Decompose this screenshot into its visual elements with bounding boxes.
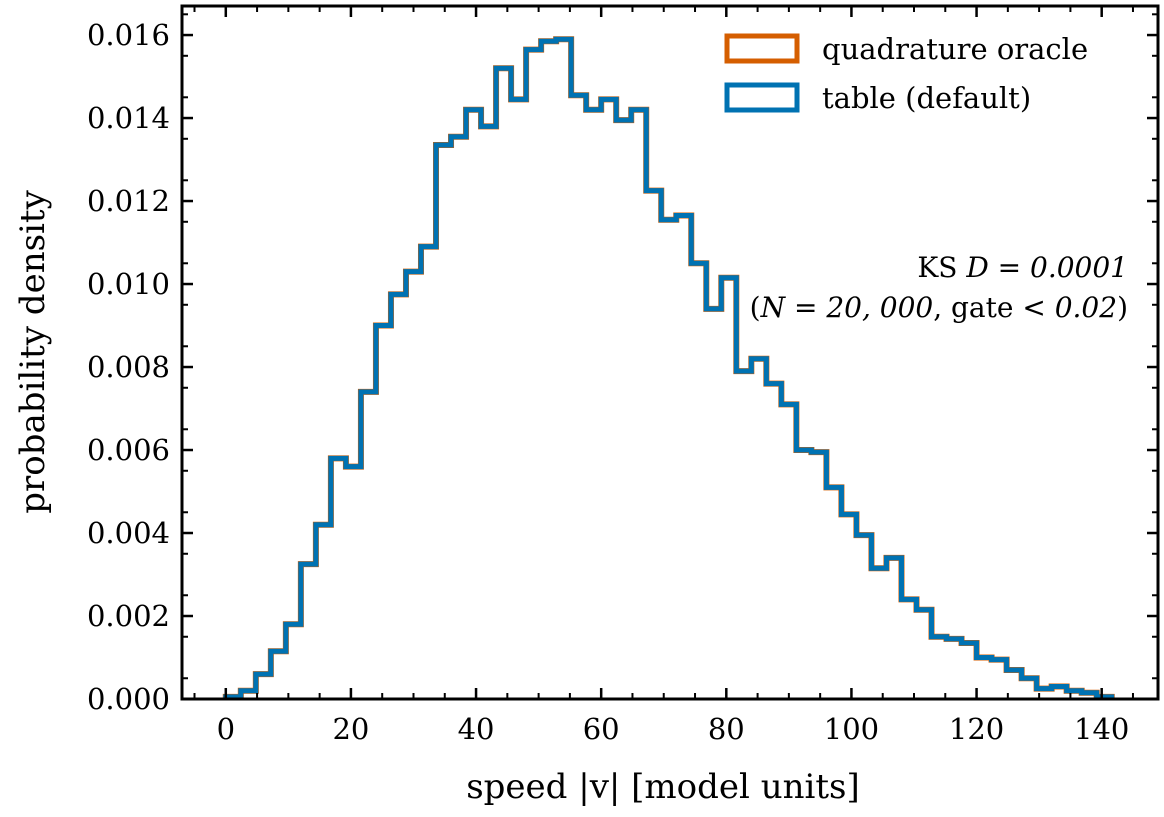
x-tick-label: 20 xyxy=(332,712,369,746)
x-tick-label: 140 xyxy=(1074,712,1129,746)
ks-gate-value: < 0.02 xyxy=(1022,291,1117,324)
ks-open-paren: ( xyxy=(750,291,761,324)
x-tick-label: 100 xyxy=(824,712,879,746)
legend: quadrature oracle table (default) xyxy=(724,32,1088,115)
legend-swatch-table-default xyxy=(724,82,800,113)
ks-statistic: D = 0.0001 xyxy=(965,251,1128,284)
x-tick-label: 40 xyxy=(458,712,495,746)
ks-sample-size: N = 20, 000 xyxy=(760,291,934,324)
y-tick-label: 0.012 xyxy=(87,184,170,218)
legend-label-quadrature-oracle: quadrature oracle xyxy=(822,32,1088,66)
y-tick-label: 0.004 xyxy=(87,516,170,550)
y-tick-label: 0.016 xyxy=(87,18,170,52)
ks-gate-text: , gate xyxy=(933,291,1022,324)
ks-close-paren: ) xyxy=(1117,291,1128,324)
histogram-step-table-default xyxy=(223,36,1115,700)
x-tick-label: 120 xyxy=(949,712,1004,746)
axes-frame xyxy=(180,4,1160,701)
x-tick-label: 60 xyxy=(583,712,620,746)
y-tick-label: 0.014 xyxy=(87,101,170,135)
legend-label-table-default: table (default) xyxy=(822,81,1031,115)
y-tick-label: 0.010 xyxy=(87,267,170,301)
legend-swatch-quadrature-oracle xyxy=(724,33,800,64)
x-axis-label: speed |v| [model units] xyxy=(466,767,860,807)
ks-annotation-line1: KS D = 0.0001 xyxy=(917,251,1128,284)
x-tick-label: 0 xyxy=(217,712,235,746)
y-axis-label: probability density xyxy=(13,189,53,513)
y-tick-label: 0.008 xyxy=(87,350,170,384)
tick-layer: 0 20 40 60 80 100 120 140 0.000 0.002 0.004 0.006 0.… xyxy=(87,6,1158,746)
ks-annotation-line2: (N = 20, 000, gate < 0.02) xyxy=(750,291,1128,324)
histogram-layer xyxy=(222,36,1115,700)
y-tick-label: 0.002 xyxy=(87,599,170,633)
ks-annotation: KS D = 0.0001 (N = 20, 000, gate < 0.02) xyxy=(750,251,1128,324)
y-tick-label: 0.006 xyxy=(87,433,170,467)
x-tick-label: 80 xyxy=(708,712,745,746)
ks-prefix: KS xyxy=(917,251,966,284)
y-tick-label: 0.000 xyxy=(87,682,170,716)
